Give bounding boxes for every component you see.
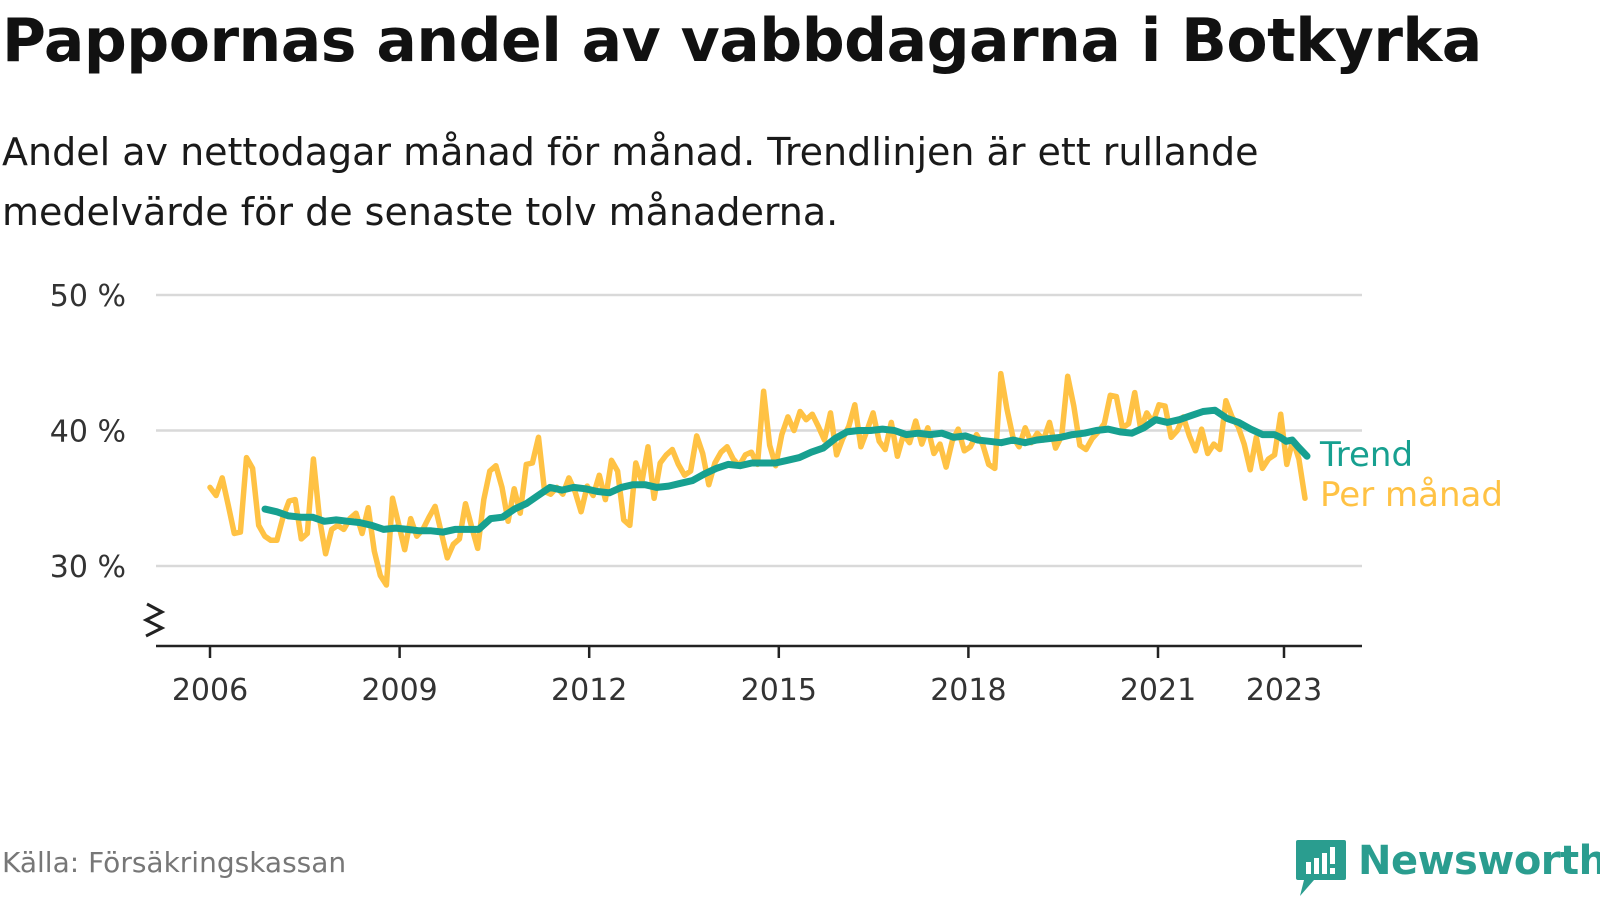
brand-name: Newsworthy bbox=[1358, 838, 1600, 884]
x-tick-label-2012: 2012 bbox=[551, 673, 627, 708]
x-tick-label-2009: 2009 bbox=[361, 673, 437, 708]
y-axis: 30 % 40 % 50 % bbox=[50, 279, 126, 585]
series-line-per-manad bbox=[207, 370, 1308, 588]
legend-label-trend: Trend bbox=[1319, 435, 1413, 475]
chart-subtitle: Andel av nettodagar månad för månad. Tre… bbox=[2, 130, 1259, 234]
source-note: Källa: Försäkringskassan bbox=[2, 846, 347, 879]
series-group bbox=[207, 370, 1311, 588]
y-tick-label-50: 50 % bbox=[50, 279, 126, 314]
x-axis: 2006 2009 2012 2015 2018 2021 2023 bbox=[156, 644, 1362, 708]
newsworthy-chart-bubble-icon bbox=[1296, 840, 1346, 896]
axis-break-icon bbox=[142, 602, 166, 638]
series-line-trend bbox=[261, 406, 1311, 536]
x-tick-label-2006: 2006 bbox=[172, 673, 248, 708]
x-tick-label-2015: 2015 bbox=[741, 673, 817, 708]
y-tick-label-40: 40 % bbox=[50, 415, 126, 450]
x-tick-label-2018: 2018 bbox=[930, 673, 1006, 708]
x-tick-label-2023: 2023 bbox=[1246, 673, 1322, 708]
brand-logo: Newsworthy bbox=[1294, 838, 1600, 902]
y-tick-label-30: 30 % bbox=[50, 550, 126, 585]
x-tick-label-2021: 2021 bbox=[1120, 673, 1196, 708]
chart-title: Pappornas andel av vabbdagarna i Botkyrk… bbox=[2, 6, 1482, 76]
legend-label-per-manad: Per månad bbox=[1320, 475, 1503, 515]
